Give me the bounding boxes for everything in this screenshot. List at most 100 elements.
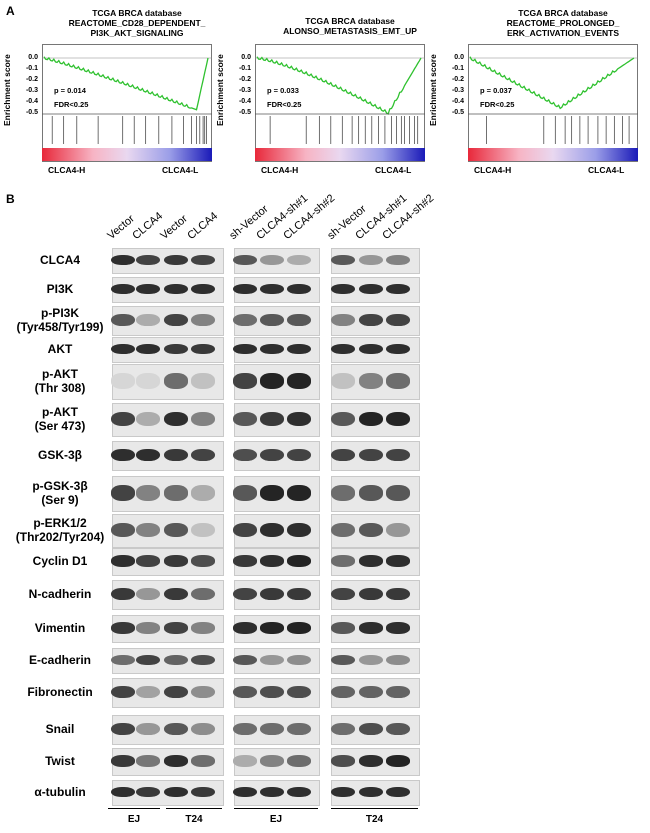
- panel-a-letter: A: [6, 4, 15, 18]
- protein-band: [331, 373, 355, 389]
- panel-b-letter: B: [6, 192, 15, 206]
- protein-band: [287, 522, 311, 538]
- gsea-title-line: PI3K_AKT_SIGNALING: [90, 28, 184, 38]
- protein-band: [191, 485, 215, 501]
- protein-band: [359, 254, 383, 266]
- protein-band: [287, 622, 311, 634]
- protein-label-line: GSK-3β: [38, 448, 82, 462]
- protein-label-line: PI3K: [46, 282, 74, 296]
- gsea-ytick: -0.5: [238, 109, 251, 116]
- protein-band: [287, 587, 311, 601]
- enrichment-curve: [469, 56, 635, 110]
- protein-label: p-AKT (Ser 473): [5, 405, 115, 433]
- gsea-ytick: -0.2: [25, 76, 38, 83]
- protein-band: [359, 485, 383, 501]
- gsea-ytick: 0.0: [241, 54, 251, 61]
- gsea-frame: [255, 44, 425, 162]
- gsea-ytick: -0.1: [25, 65, 38, 72]
- protein-band: [331, 755, 355, 767]
- protein-band: [260, 755, 284, 767]
- protein-band: [233, 654, 257, 666]
- gsea-title-line: TCGA BRCA database: [518, 8, 608, 18]
- gsea-ylabel: Enrichment score: [215, 54, 225, 126]
- protein-band: [359, 448, 383, 462]
- protein-label: p-GSK-3β (Ser 9): [5, 479, 115, 507]
- protein-band: [260, 254, 284, 266]
- protein-label: PI3K: [5, 282, 115, 296]
- protein-band: [191, 343, 215, 355]
- protein-band: [136, 587, 160, 601]
- protein-band: [136, 411, 160, 427]
- protein-band: [287, 313, 311, 327]
- protein-band: [386, 685, 410, 699]
- protein-label: p-PI3K (Tyr458/Tyr199): [5, 306, 115, 334]
- protein-band: [136, 485, 160, 501]
- protein-label: p-AKT (Thr 308): [5, 367, 115, 395]
- protein-band: [331, 343, 355, 355]
- protein-label-line: (Ser 473): [34, 419, 86, 433]
- protein-label: E-cadherin: [5, 653, 115, 667]
- gsea-plot: [468, 44, 638, 162]
- protein-band: [191, 254, 215, 266]
- protein-band: [233, 522, 257, 538]
- protein-band: [359, 786, 383, 798]
- gsea-title: TCGA BRCA database REACTOME_PROLONGED_ ERK…: [478, 8, 648, 38]
- protein-band: [111, 755, 135, 767]
- protein-band: [260, 283, 284, 295]
- protein-band: [386, 343, 410, 355]
- protein-band: [331, 313, 355, 327]
- protein-band: [233, 283, 257, 295]
- protein-band: [287, 343, 311, 355]
- protein-band: [233, 755, 257, 767]
- protein-band: [191, 522, 215, 538]
- protein-band: [359, 555, 383, 567]
- protein-band: [164, 755, 188, 767]
- p-value: p = 0.014: [54, 86, 86, 95]
- protein-band: [111, 485, 135, 501]
- group-label-high: CLCA4-H: [474, 165, 512, 175]
- gsea-ytick: -0.3: [25, 87, 38, 94]
- gsea-ylabel: Enrichment score: [2, 54, 12, 126]
- protein-band: [191, 555, 215, 567]
- protein-band: [359, 343, 383, 355]
- protein-band: [359, 373, 383, 389]
- protein-band: [111, 555, 135, 567]
- protein-band: [136, 685, 160, 699]
- gsea-ytick: -0.4: [25, 98, 38, 105]
- protein-band: [386, 373, 410, 389]
- gsea-ytick: -0.4: [451, 98, 464, 105]
- protein-band: [111, 283, 135, 295]
- protein-band: [233, 485, 257, 501]
- gsea-title: TCGA BRCA database ALONSO_METASTASIS_EMT_…: [265, 16, 435, 36]
- protein-label: Twist: [5, 754, 115, 768]
- protein-label: CLCA4: [5, 253, 115, 267]
- gsea-title: TCGA BRCA database REACTOME_CD28_DEPENDEN…: [52, 8, 222, 38]
- protein-label-line: (Tyr458/Tyr199): [16, 320, 104, 334]
- protein-band: [233, 685, 257, 699]
- protein-label-line: (Thr202/Tyr204): [15, 530, 105, 544]
- protein-label-line: Snail: [45, 722, 75, 736]
- lane-label: Vector: [105, 212, 137, 242]
- protein-band: [111, 587, 135, 601]
- fdr-value: FDR<0.25: [54, 100, 89, 109]
- protein-band: [111, 373, 135, 389]
- protein-label-line: E-cadherin: [28, 653, 91, 667]
- protein-label-line: p-PI3K: [40, 306, 79, 320]
- protein-band: [386, 448, 410, 462]
- protein-band: [287, 448, 311, 462]
- protein-band: [260, 685, 284, 699]
- gsea-ytick: 0.0: [28, 54, 38, 61]
- protein-band: [164, 587, 188, 601]
- protein-label-line: p-AKT: [42, 367, 78, 381]
- protein-band: [331, 786, 355, 798]
- fdr-value: FDR<0.25: [267, 100, 302, 109]
- protein-band: [359, 654, 383, 666]
- protein-label: Fibronectin: [5, 685, 115, 699]
- lane-label: CLCA4: [130, 210, 166, 242]
- protein-band: [111, 343, 135, 355]
- group-label-low: CLCA4-L: [375, 165, 412, 175]
- protein-label-line: Fibronectin: [27, 685, 93, 699]
- gsea-ytick: -0.1: [238, 65, 251, 72]
- protein-band: [164, 522, 188, 538]
- protein-band: [260, 373, 284, 389]
